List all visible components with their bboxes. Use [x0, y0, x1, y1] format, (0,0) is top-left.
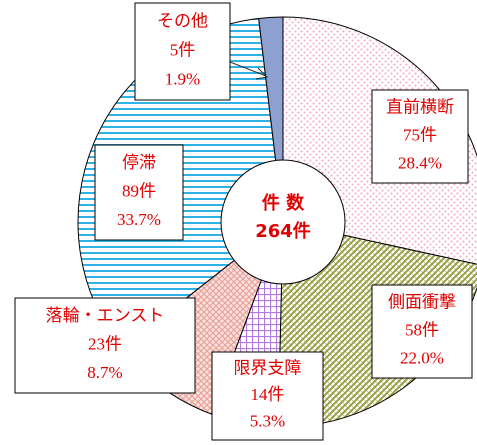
value-label: 5件: [170, 40, 196, 59]
category-label: 限界支障: [234, 359, 302, 378]
percent-label: 8.7%: [87, 363, 122, 382]
leader-arrow: [255, 67, 269, 80]
percent-label: 33.7%: [117, 210, 161, 229]
value-label: 58件: [405, 320, 439, 339]
value-label: 23件: [88, 334, 122, 353]
center-label: 件 数: [262, 192, 305, 214]
value-label: 14件: [251, 385, 285, 404]
percent-label: 28.4%: [398, 153, 442, 172]
label-box: [371, 284, 473, 379]
label-box: [211, 351, 324, 441]
percent-label: 5.3%: [250, 411, 285, 430]
category-label: 直前横断: [386, 98, 454, 117]
label-box: [371, 89, 469, 184]
label-box: [94, 144, 184, 241]
label-box: [134, 2, 231, 101]
percent-label: 22.0%: [400, 348, 444, 367]
total-label: 264件: [255, 220, 311, 242]
leader-line: [229, 61, 267, 77]
donut-hole: [220, 159, 346, 285]
category-label: 落輪・エンスト: [46, 306, 165, 325]
percent-label: 1.9%: [165, 70, 200, 89]
category-label: その他: [157, 11, 208, 30]
category-label: 側面衝撃: [388, 293, 456, 312]
label-box: [14, 297, 196, 394]
value-label: 89件: [122, 181, 156, 200]
value-label: 75件: [403, 125, 437, 144]
category-label: 停滞: [122, 153, 156, 172]
